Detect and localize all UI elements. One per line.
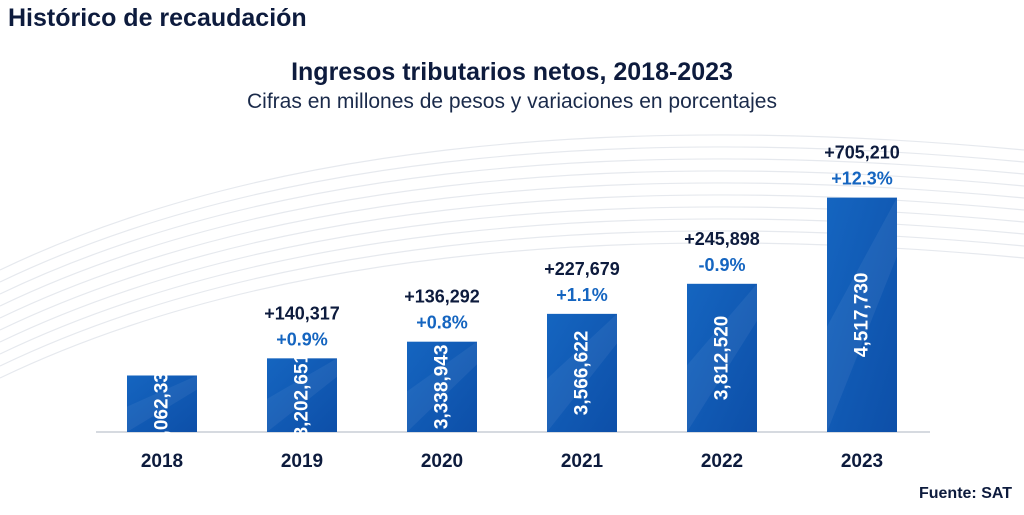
pct-label-2023: +12.3% — [831, 169, 893, 189]
pct-label-2021: +1.1% — [556, 285, 608, 305]
bar-2018 — [127, 375, 197, 432]
source-note: Fuente: SAT — [918, 485, 1012, 502]
bar-2019 — [267, 358, 337, 432]
x-tick-label-2020: 2020 — [421, 451, 463, 472]
increase-label-2021: +227,679 — [544, 259, 620, 279]
x-tick-label-2022: 2022 — [701, 451, 743, 472]
bar-2022 — [687, 283, 757, 432]
chart-subtitle: Cifras en millones de pesos y variacione… — [247, 90, 777, 113]
pct-label-2019: +0.9% — [276, 329, 328, 349]
x-tick-label-2023: 2023 — [841, 451, 883, 472]
chart-title: Ingresos tributarios netos, 2018-2023 — [291, 58, 733, 86]
bar-sheen-2019 — [267, 358, 337, 432]
bar-sheen-2018 — [127, 375, 197, 432]
bar-sheen-2022 — [687, 283, 757, 432]
bar-2020 — [407, 341, 477, 432]
bar-value-label-2023: 4,517,730 — [852, 273, 873, 358]
bar-sheen-2021 — [547, 313, 617, 432]
bar-2023 — [827, 197, 897, 432]
x-tick-label-2018: 2018 — [141, 451, 183, 472]
x-tick-label-2021: 2021 — [561, 451, 604, 472]
bar-sheen-2020 — [407, 341, 477, 432]
increase-label-2023: +705,210 — [824, 143, 900, 163]
bar-2021 — [547, 313, 617, 432]
increase-label-2022: +245,898 — [684, 229, 760, 249]
bar-sheen-2023 — [827, 197, 897, 432]
page-heading: Histórico de recaudación — [8, 4, 307, 32]
pct-label-2022: -0.9% — [698, 255, 745, 275]
bar-value-label-2019: 3,202,651 — [292, 352, 313, 437]
increase-label-2020: +136,292 — [404, 287, 480, 307]
bar-value-label-2018: 3,062,334 — [152, 361, 173, 446]
increase-label-2019: +140,317 — [264, 303, 340, 323]
bar-value-label-2022: 3,812,520 — [712, 316, 733, 401]
pct-label-2020: +0.8% — [416, 313, 468, 333]
bar-value-label-2021: 3,566,622 — [572, 331, 593, 416]
x-tick-label-2019: 2019 — [281, 451, 323, 472]
bar-value-label-2020: 3,338,943 — [432, 345, 453, 430]
